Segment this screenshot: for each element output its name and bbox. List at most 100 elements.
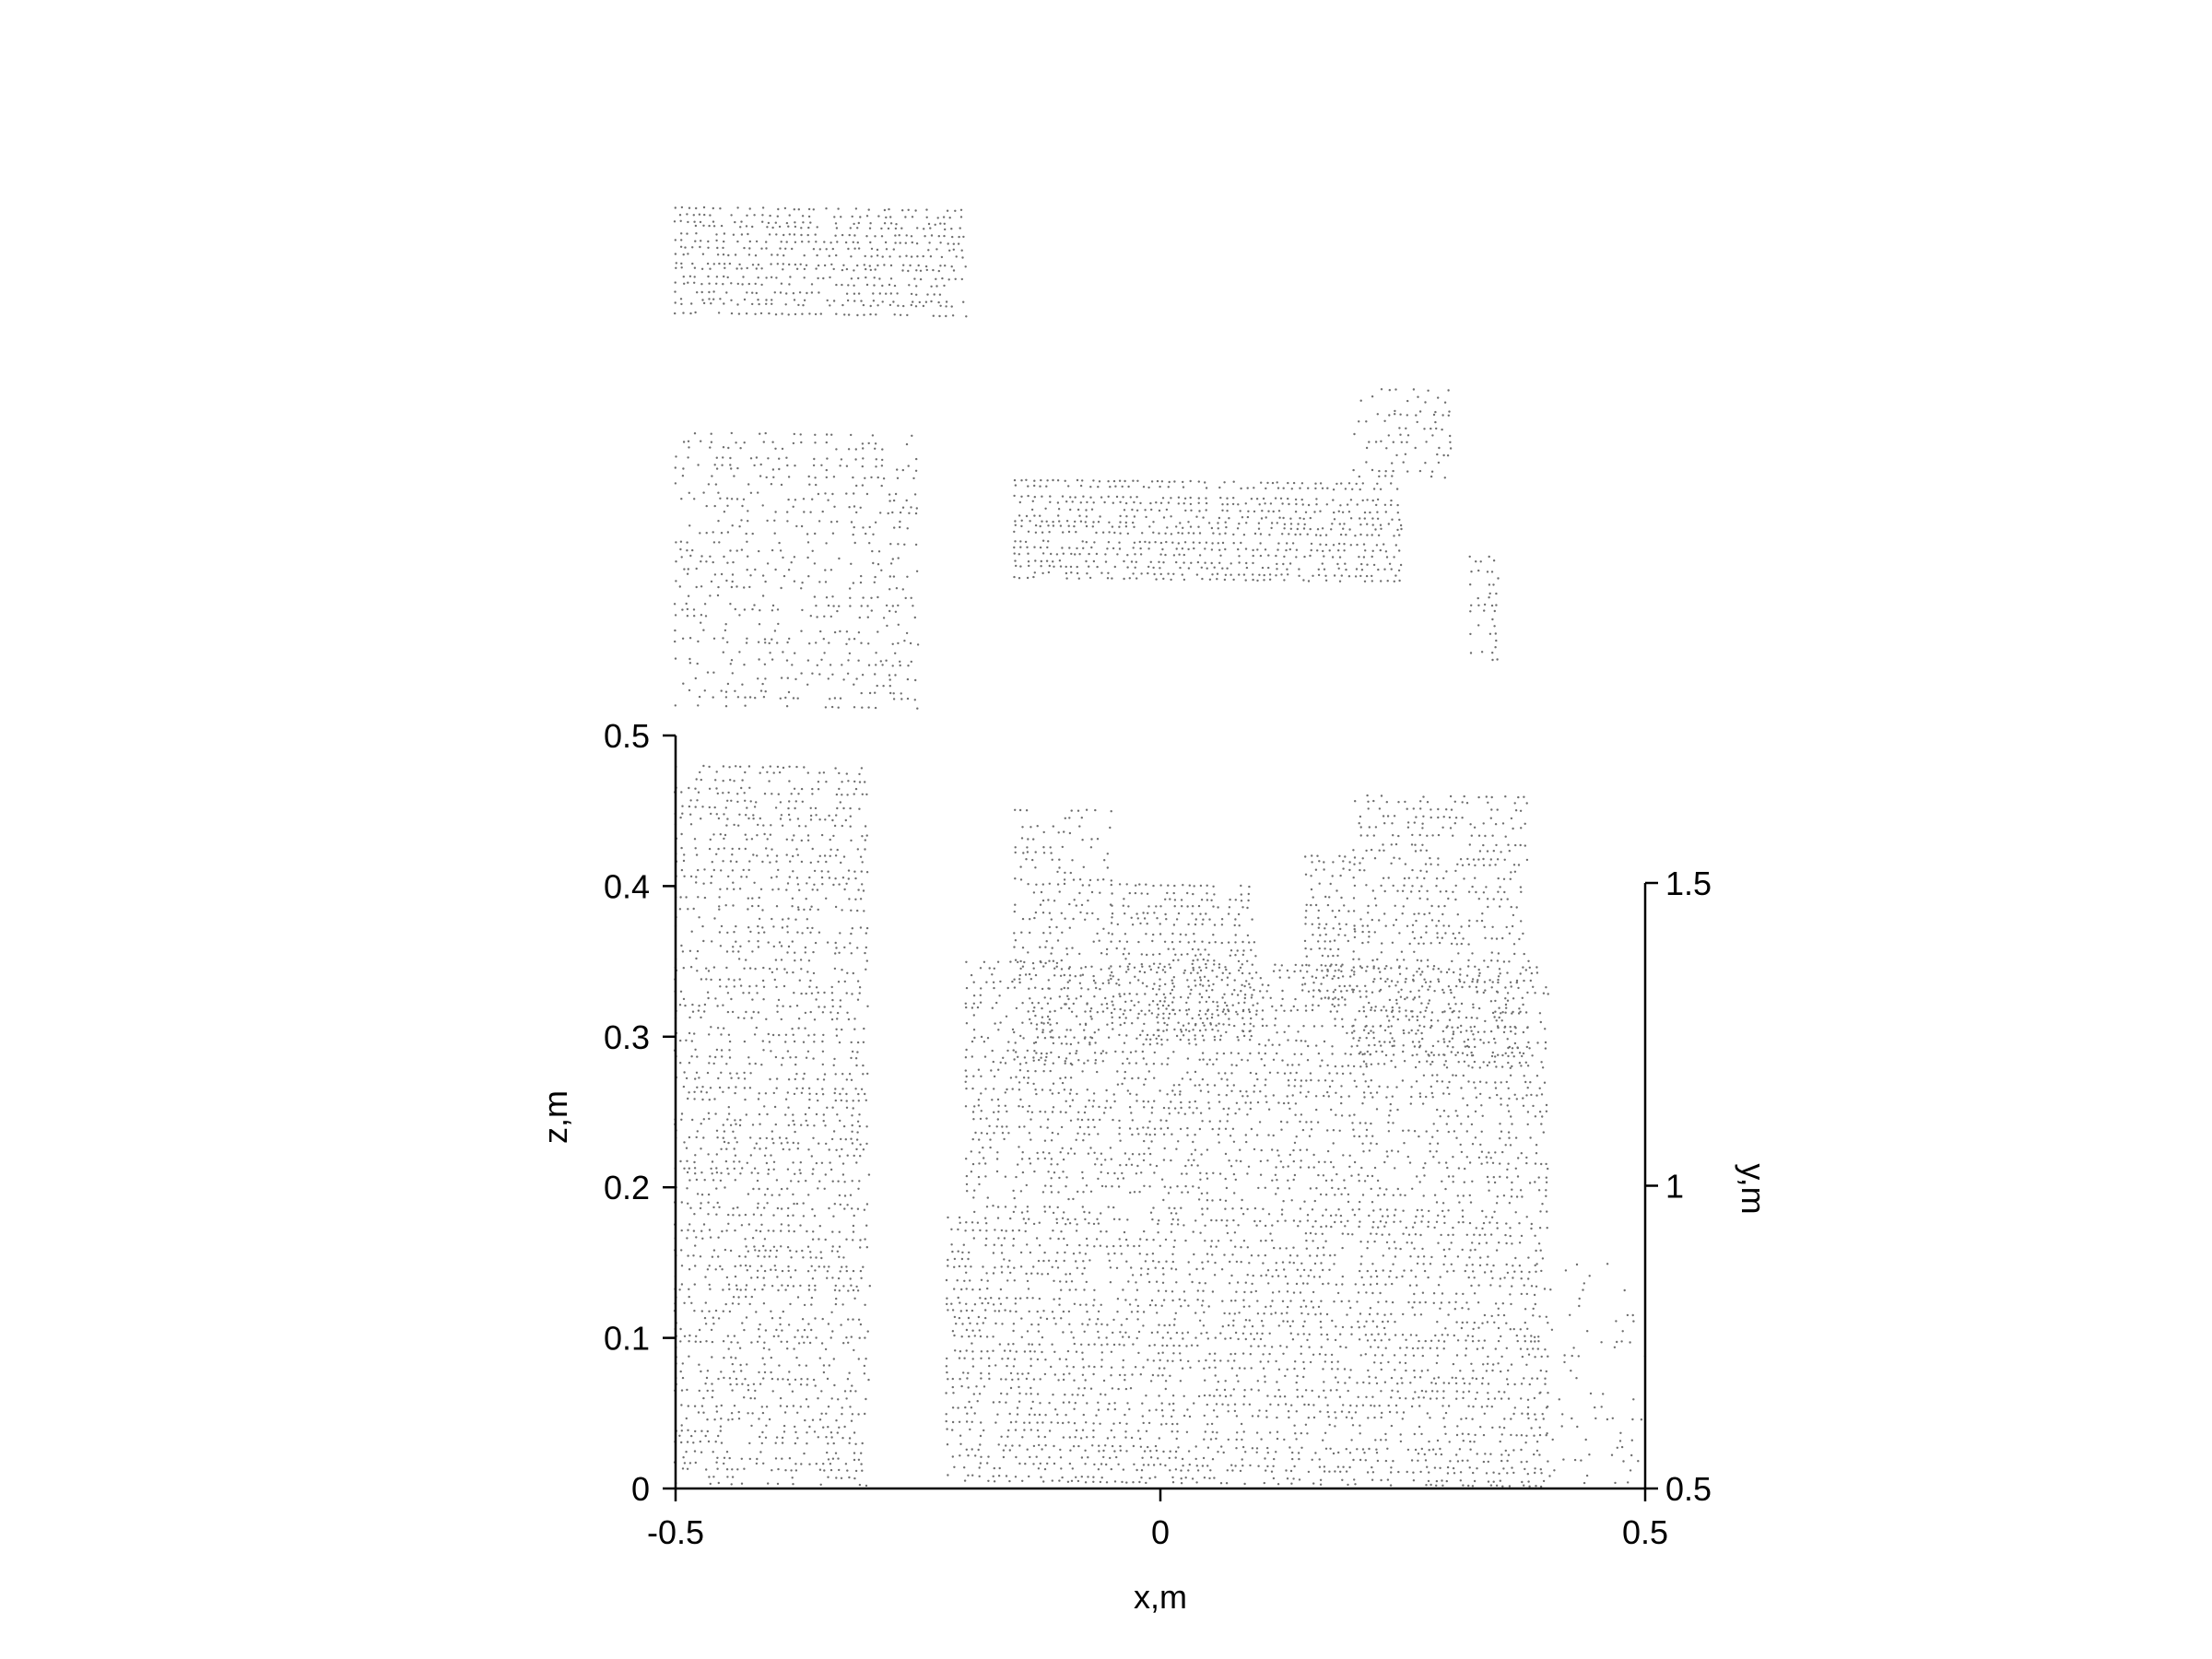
- cloud-point: [1177, 1140, 1180, 1143]
- cloud-point: [1308, 964, 1311, 967]
- cloud-point: [1383, 1381, 1387, 1383]
- cloud-point: [813, 869, 817, 873]
- cloud-point: [763, 1238, 767, 1241]
- cloud-point: [1064, 1251, 1066, 1254]
- cloud-point: [1124, 1299, 1127, 1301]
- cloud-point: [1513, 1093, 1516, 1097]
- cloud-point: [1072, 1445, 1076, 1448]
- cloud-point: [1535, 1249, 1537, 1253]
- cloud-point: [1520, 1382, 1524, 1385]
- cloud-point: [1302, 1333, 1305, 1335]
- cloud-point: [1481, 1382, 1484, 1385]
- cloud-point: [1116, 1177, 1120, 1181]
- cloud-point: [1507, 1369, 1510, 1372]
- cloud-point: [1462, 1292, 1465, 1296]
- cloud-point: [1464, 1269, 1467, 1273]
- cloud-point: [1097, 1401, 1100, 1405]
- cloud-point: [1452, 1156, 1454, 1159]
- cloud-point: [813, 1430, 817, 1433]
- cloud-point: [1534, 1471, 1536, 1475]
- cloud-point: [1225, 968, 1228, 971]
- cloud-point: [1249, 1052, 1252, 1055]
- cloud-point: [1128, 1158, 1131, 1160]
- cloud-point: [1471, 1418, 1474, 1420]
- cloud-point: [747, 897, 749, 900]
- cloud-point: [813, 1041, 816, 1043]
- cloud-point: [1473, 1081, 1476, 1084]
- cloud-point: [1250, 996, 1253, 999]
- cloud-point: [856, 1131, 859, 1134]
- cloud-point: [1334, 1065, 1337, 1068]
- cloud-point: [1032, 1463, 1035, 1465]
- cloud-point: [1394, 1065, 1397, 1068]
- cloud-point: [795, 1087, 798, 1090]
- cloud-point: [961, 1323, 964, 1325]
- cloud-point: [1170, 1100, 1172, 1103]
- cloud-point: [1227, 1404, 1230, 1406]
- cloud-point: [1164, 1387, 1168, 1391]
- cloud-point: [811, 1277, 815, 1280]
- cloud-point: [1136, 1310, 1139, 1313]
- cloud-point: [710, 978, 712, 982]
- cloud-point: [830, 1436, 833, 1439]
- cloud-point: [782, 1310, 784, 1313]
- cloud-point: [1533, 1293, 1536, 1297]
- cloud-point: [1155, 1280, 1159, 1283]
- cloud-point: [1444, 1432, 1447, 1436]
- cloud-point: [1137, 1351, 1140, 1355]
- cloud-point: [1370, 1091, 1372, 1095]
- cloud-point: [703, 1010, 706, 1013]
- cloud-point: [1021, 1372, 1024, 1375]
- cloud-point: [723, 1462, 725, 1465]
- cloud-point: [751, 1237, 755, 1240]
- cloud-point: [795, 1356, 798, 1359]
- cloud-point: [1259, 1090, 1262, 1093]
- cloud-point: [1487, 1397, 1490, 1401]
- cloud-point: [735, 1382, 738, 1386]
- cloud-point: [711, 1382, 713, 1385]
- cloud-point: [834, 1088, 837, 1090]
- cloud-point: [965, 1448, 969, 1452]
- cloud-point: [1277, 1071, 1279, 1075]
- cloud-point: [1512, 1055, 1515, 1058]
- cloud-point: [1415, 1080, 1418, 1083]
- cloud-point: [844, 1463, 848, 1465]
- cloud-point: [744, 1288, 747, 1291]
- cloud-point: [953, 1257, 957, 1261]
- cloud-point: [1288, 976, 1290, 979]
- cloud-point: [1221, 996, 1224, 999]
- cloud-point: [1065, 1057, 1068, 1060]
- cloud-point: [1003, 1237, 1006, 1240]
- cloud-point: [1286, 1346, 1288, 1348]
- cloud-point: [1172, 976, 1176, 979]
- cloud-point: [806, 1406, 810, 1408]
- cloud-point: [860, 1277, 863, 1280]
- cloud-point: [1359, 1065, 1362, 1068]
- cloud-point: [1291, 1457, 1294, 1461]
- cloud-point: [980, 1132, 983, 1135]
- cloud-point: [781, 824, 784, 827]
- cloud-point: [1371, 1320, 1375, 1323]
- cloud-point: [783, 1411, 787, 1414]
- cloud-point: [842, 855, 846, 858]
- cloud-point: [1042, 1259, 1045, 1263]
- cloud-point: [1217, 1133, 1220, 1136]
- cloud-point: [1080, 1456, 1084, 1459]
- cloud-point: [753, 1397, 757, 1400]
- cloud-point: [845, 1100, 848, 1102]
- cloud-point: [1374, 1269, 1378, 1273]
- cloud-point: [828, 877, 831, 879]
- cloud-point: [993, 1088, 995, 1090]
- cloud-point: [1143, 1152, 1146, 1156]
- cloud-point: [1122, 1062, 1124, 1065]
- cloud-point: [1539, 1020, 1543, 1024]
- cloud-point: [1258, 1121, 1262, 1124]
- cloud-point: [1448, 1040, 1451, 1043]
- cloud-point: [1252, 1004, 1254, 1006]
- cloud-point: [1542, 1131, 1546, 1134]
- cloud-point: [688, 1031, 691, 1035]
- cloud-point: [788, 1457, 792, 1460]
- cloud-point: [1053, 967, 1056, 970]
- cloud-point: [1440, 971, 1442, 973]
- cloud-point: [1118, 1343, 1121, 1347]
